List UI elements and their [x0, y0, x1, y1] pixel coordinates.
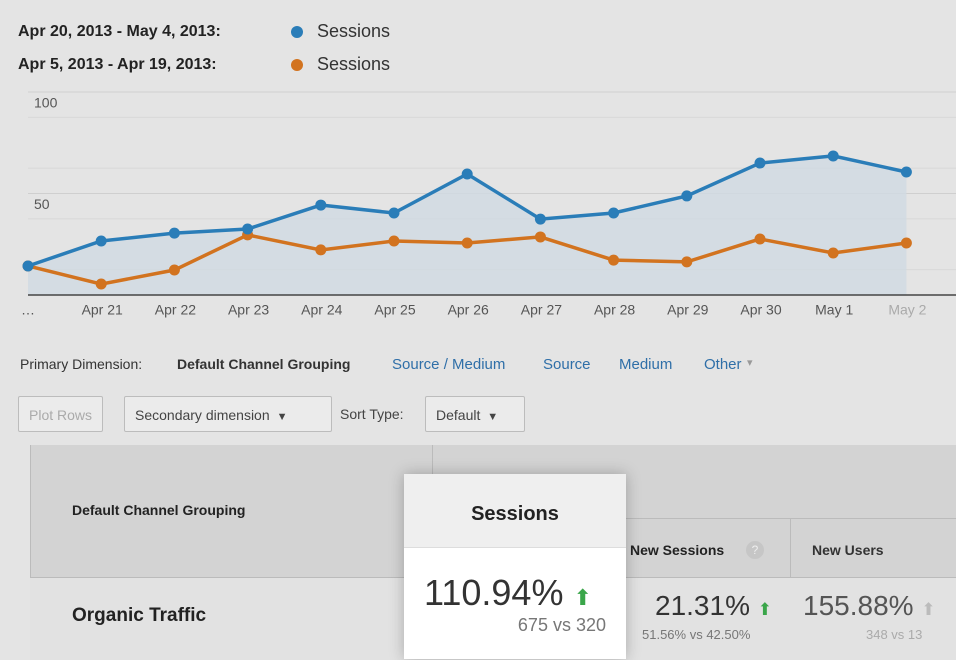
value: 110.94%	[424, 572, 564, 613]
point	[388, 235, 400, 247]
y-tick-label: 100	[34, 95, 58, 111]
secondary-dimension-button[interactable]: Secondary dimension ▼	[124, 396, 332, 432]
row-label[interactable]: Organic Traffic	[72, 605, 207, 626]
legend-period: Apr 20, 2013 - May 4, 2013:	[18, 23, 221, 40]
point	[754, 157, 766, 169]
x-tick-label: Apr 24	[301, 302, 342, 318]
percent-change: 155.88% ⬆	[803, 590, 936, 622]
dimension-option[interactable]: Source	[543, 356, 591, 373]
dropdown-arrow: ▼	[484, 411, 499, 423]
percent-change: 21.31% ⬆	[655, 590, 772, 622]
x-tick-label: Apr 29	[667, 302, 708, 318]
dropdown-arrow: ▼	[273, 411, 288, 423]
dimension-option[interactable]: Other	[704, 356, 742, 373]
x-tick-label: Apr 27	[521, 302, 562, 318]
chart: Apr 20, 2013 - May 4, 2013: Sessions Apr 5…	[18, 21, 956, 318]
point	[22, 260, 34, 272]
column-header: New Users	[812, 542, 884, 558]
button-text: Default	[436, 407, 481, 423]
up-arrow: ⬆	[757, 600, 772, 619]
legend-swatch	[291, 59, 303, 71]
point	[461, 237, 473, 249]
point	[95, 235, 107, 247]
dimension-label: Primary Dimension:	[20, 356, 143, 372]
point	[900, 237, 912, 249]
point	[608, 207, 620, 219]
dropdown-arrow: ▾	[747, 357, 753, 369]
point	[534, 231, 546, 243]
up-arrow: ⬆	[573, 585, 592, 610]
compare: 51.56% vs 42.50%	[642, 627, 751, 642]
plot-rows-button[interactable]: Plot Rows	[18, 396, 104, 432]
point	[242, 223, 254, 235]
x-tick-label: Apr 28	[594, 302, 635, 318]
value: 155.88%	[803, 590, 914, 621]
point	[315, 199, 327, 211]
legend-period: Apr 5, 2013 - Apr 19, 2013:	[18, 56, 217, 73]
compare: 348 vs 13	[866, 627, 923, 642]
x-tick-label: …	[21, 302, 35, 318]
legend-swatch	[291, 26, 303, 38]
point	[534, 213, 546, 225]
column-header: Sessions	[404, 474, 626, 548]
x-tick-label: Apr 30	[740, 302, 781, 318]
sort-label: Sort Type:	[340, 406, 404, 422]
point	[95, 278, 107, 290]
point	[681, 256, 693, 268]
column-header: New Sessions	[630, 542, 725, 558]
point	[681, 190, 693, 202]
dimension-option[interactable]: Medium	[619, 356, 673, 373]
up-arrow: ⬆	[921, 600, 936, 619]
point	[461, 168, 473, 180]
column-header: Default Channel Grouping	[72, 502, 246, 518]
spotlight-card: Sessions 110.94% ⬆ 675 vs 320	[404, 474, 626, 659]
percent-change: 110.94% ⬆	[424, 572, 592, 614]
point	[754, 233, 766, 245]
point	[900, 166, 912, 178]
x-tick-label: Apr 25	[374, 302, 415, 318]
x-tick-label: May 1	[815, 302, 853, 318]
dimension-option[interactable]: Source / Medium	[392, 356, 506, 373]
point	[168, 227, 180, 239]
point	[827, 247, 839, 259]
point	[388, 207, 400, 219]
value: 21.31%	[655, 590, 750, 621]
x-tick-label: May 2	[888, 302, 926, 318]
point	[168, 264, 180, 276]
x-tick-label: Apr 26	[448, 302, 489, 318]
point	[315, 244, 327, 256]
sort-button[interactable]: Default ▼	[425, 396, 525, 432]
point	[608, 254, 620, 266]
x-tick-label: Apr 23	[228, 302, 269, 318]
help-icon[interactable]: ?	[746, 541, 764, 559]
dimension-active[interactable]: Default Channel Grouping	[177, 356, 351, 372]
compare: 675 vs 320	[517, 615, 606, 635]
x-tick-label: Apr 22	[155, 302, 196, 318]
button-text: Secondary dimension	[135, 407, 270, 423]
y-tick-label: 50	[34, 196, 50, 212]
point	[827, 150, 839, 162]
legend-label: Sessions	[317, 54, 390, 74]
x-tick-label: Apr 21	[82, 302, 123, 318]
legend-label: Sessions	[317, 21, 390, 41]
